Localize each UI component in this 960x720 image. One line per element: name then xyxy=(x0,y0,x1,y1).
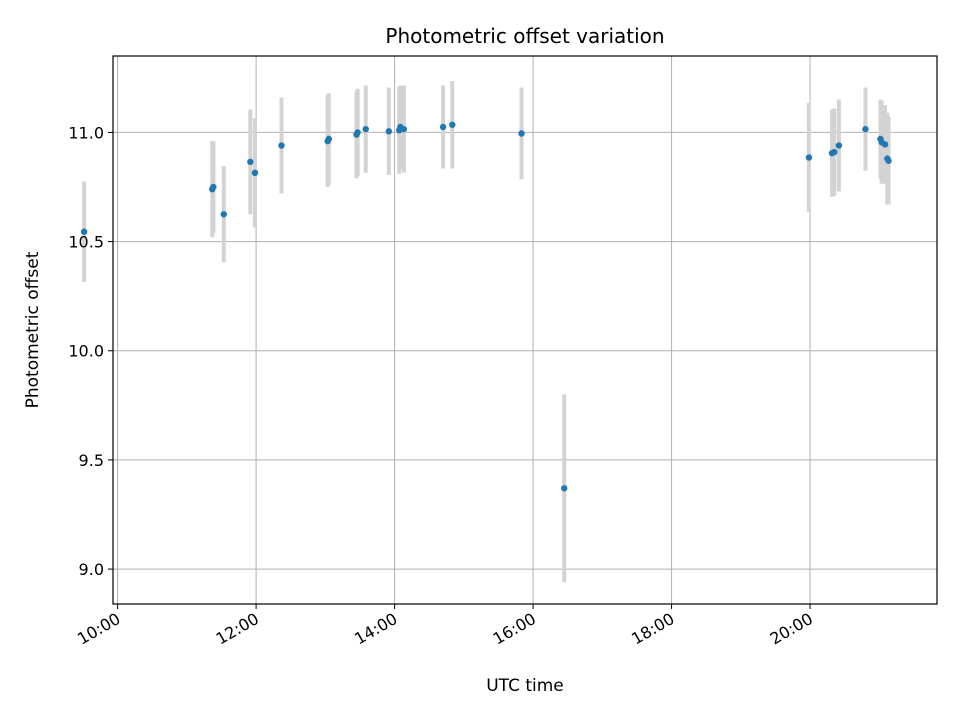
data-point xyxy=(362,125,369,133)
y-tick-label: 9.5 xyxy=(79,451,104,470)
data-point xyxy=(518,130,525,137)
y-tick-label: 11.0 xyxy=(68,123,104,142)
data-point xyxy=(247,158,254,166)
data-point xyxy=(251,169,259,177)
data-point xyxy=(400,125,408,133)
chart-title: Photometric offset variation xyxy=(385,24,664,48)
data-point xyxy=(220,211,227,218)
y-tick-label: 10.0 xyxy=(68,342,104,361)
plot-frame xyxy=(112,55,938,605)
x-axis-label: UTC time xyxy=(486,676,564,696)
data-point xyxy=(835,142,843,149)
data-point xyxy=(278,142,285,149)
data-points xyxy=(80,121,892,492)
data-point xyxy=(561,485,568,492)
data-point xyxy=(449,121,456,128)
data-point xyxy=(805,154,813,161)
y-tick-label: 10.5 xyxy=(68,233,104,252)
data-point xyxy=(325,135,333,143)
data-point xyxy=(862,125,869,133)
data-point xyxy=(80,228,88,235)
data-point xyxy=(439,123,447,131)
data-point xyxy=(831,148,838,156)
data-point xyxy=(385,128,393,135)
data-point xyxy=(354,129,361,136)
data-point xyxy=(210,183,217,191)
data-point xyxy=(885,157,892,164)
y-tick-label: 9.0 xyxy=(79,560,104,579)
data-point xyxy=(881,141,889,148)
y-axis-label: Photometric offset xyxy=(23,251,43,408)
